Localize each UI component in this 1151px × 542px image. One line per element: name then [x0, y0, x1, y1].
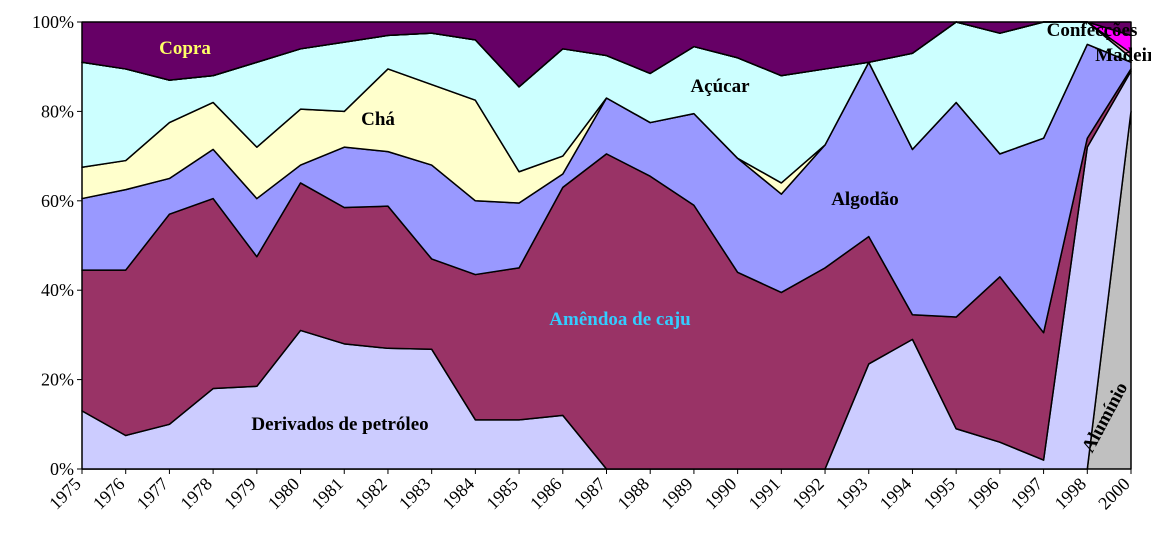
- y-tick-label: 80%: [41, 101, 74, 121]
- x-tick-label: 1991: [745, 474, 785, 514]
- area: [81, 21, 1132, 88]
- series-label: Madeira: [1095, 45, 1151, 66]
- series-label: Confecções: [1047, 20, 1138, 41]
- x-tick-label: 1989: [657, 474, 697, 514]
- x-tick-label: 1995: [919, 474, 959, 514]
- x-tick-label: 1975: [45, 474, 85, 514]
- y-tick-label: 60%: [41, 191, 74, 211]
- series-label: Chá: [361, 109, 395, 130]
- x-tick-label: 1987: [570, 474, 610, 514]
- x-tick-label: 1997: [1007, 474, 1047, 514]
- y-tick-label: 0%: [50, 459, 74, 479]
- y-tick-label: 20%: [41, 370, 74, 390]
- x-tick-label: 1980: [264, 474, 304, 514]
- x-tick-label: 1977: [133, 474, 173, 514]
- y-tick-label: 40%: [41, 280, 74, 300]
- series-label: Amêndoa de caju: [549, 309, 691, 330]
- x-tick-label: 1990: [701, 474, 741, 514]
- x-tick-label: 1993: [832, 474, 872, 514]
- x-tick-label: 1978: [176, 474, 216, 514]
- x-tick-label: 1992: [788, 474, 828, 514]
- x-tick-label: 2000: [1094, 474, 1134, 514]
- x-tick-label: 1982: [351, 474, 391, 514]
- x-tick-label: 1983: [395, 474, 435, 514]
- series-label: Açúcar: [690, 76, 750, 97]
- x-tick-label: 1985: [482, 474, 522, 514]
- x-tick-label: 1976: [89, 474, 129, 514]
- x-tick-label: 1996: [963, 474, 1003, 514]
- x-tick-label: 1994: [876, 474, 916, 514]
- x-tick-label: 1984: [439, 474, 479, 514]
- series-label: Algodão: [831, 189, 899, 210]
- series-label: Derivados de petróleo: [251, 414, 428, 435]
- y-tick-label: 100%: [32, 12, 74, 32]
- x-tick-label: 1998: [1051, 474, 1091, 514]
- series-label: Copra: [159, 38, 211, 59]
- x-tick-label: 1979: [220, 474, 260, 514]
- x-tick-label: 1986: [526, 474, 566, 514]
- x-tick-label: 1981: [307, 474, 347, 514]
- x-tick-label: 1988: [613, 474, 653, 514]
